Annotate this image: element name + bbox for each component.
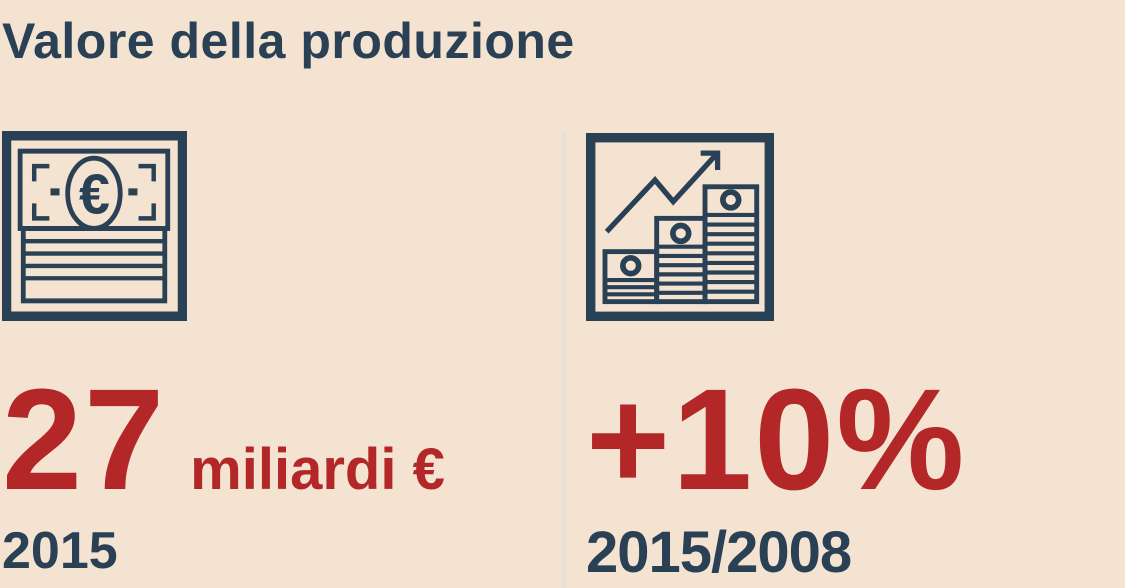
right-dash <box>128 188 138 196</box>
left-dash <box>50 188 60 196</box>
page-title: Valore della produzione <box>2 13 575 69</box>
vertical-divider <box>562 133 566 588</box>
left-stat: 27 miliardi € <box>2 368 445 512</box>
euro-banknotes-icon: € <box>2 131 187 321</box>
left-stat-unit: miliardi € <box>190 437 445 502</box>
right-stat: +10% <box>586 368 966 512</box>
right-stat-period: 2015/2008 <box>586 520 852 585</box>
euro-symbol: € <box>79 162 110 226</box>
right-stat-value: +10% <box>586 359 967 520</box>
growth-chart-icon <box>586 133 774 321</box>
left-stat-period: 2015 <box>2 522 118 580</box>
left-stat-value: 27 <box>2 359 167 520</box>
